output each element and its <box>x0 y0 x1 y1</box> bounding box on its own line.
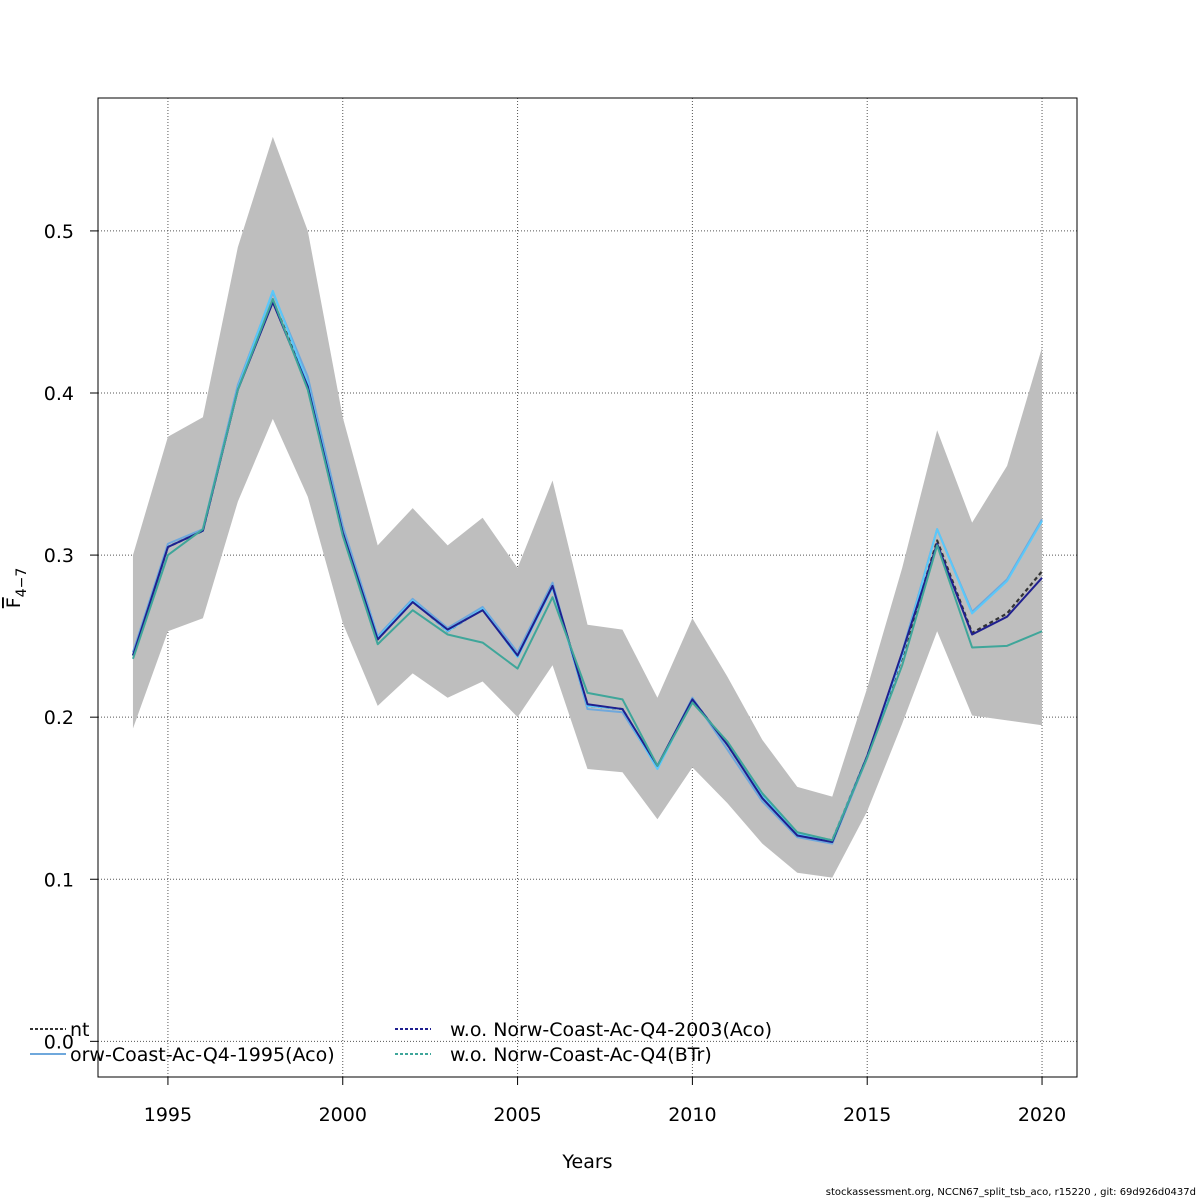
y-tick-label: 0.1 <box>44 869 74 891</box>
confidence-band <box>132 136 1043 878</box>
y-tick-label: 0.0 <box>44 1031 74 1053</box>
legend-label-0: nt <box>70 1019 90 1041</box>
axes: 1995 2000 2005 2010 2015 2020 0.0 0.1 0.2 0.3 0.4 0… <box>3 97 1078 1173</box>
ci-band-polygon <box>132 136 1043 878</box>
legend-label-2: w.o. Norw-Coast-Ac-Q4-2003(Aco) <box>450 1019 772 1041</box>
x-tick-label: 2020 <box>1018 1104 1066 1126</box>
legend-label-3: w.o. Norw-Coast-Ac-Q4(BTr) <box>450 1044 712 1066</box>
y-axis-title: F4−7 <box>3 568 30 608</box>
y-tick-label: 0.3 <box>44 545 74 567</box>
y-tick-label: 0.4 <box>44 383 74 405</box>
y-tick-label: 0.2 <box>44 707 74 729</box>
y-tick-label: 0.5 <box>44 221 74 243</box>
x-tick-label: 2010 <box>668 1104 716 1126</box>
x-axis-title: Years <box>561 1151 612 1173</box>
series-line-4 <box>132 297 1043 842</box>
legend: nt orw-Coast-Ac-Q4-1995(Aco) w.o. Norw-Coa… <box>30 1019 772 1066</box>
series-lines <box>131 289 1043 845</box>
x-tick-label: 2005 <box>493 1104 541 1126</box>
x-tick-label: 1995 <box>144 1104 192 1126</box>
x-tick-label: 2000 <box>319 1104 367 1126</box>
x-tick-label: 2015 <box>843 1104 891 1126</box>
footer-note: stockassessment.org, NCCN67_split_tsb_ac… <box>825 1187 1196 1198</box>
legend-label-1: orw-Coast-Ac-Q4-1995(Aco) <box>70 1044 335 1066</box>
y-axis-title-text: F4−7 <box>3 568 30 608</box>
plot-frame <box>97 97 1078 1078</box>
